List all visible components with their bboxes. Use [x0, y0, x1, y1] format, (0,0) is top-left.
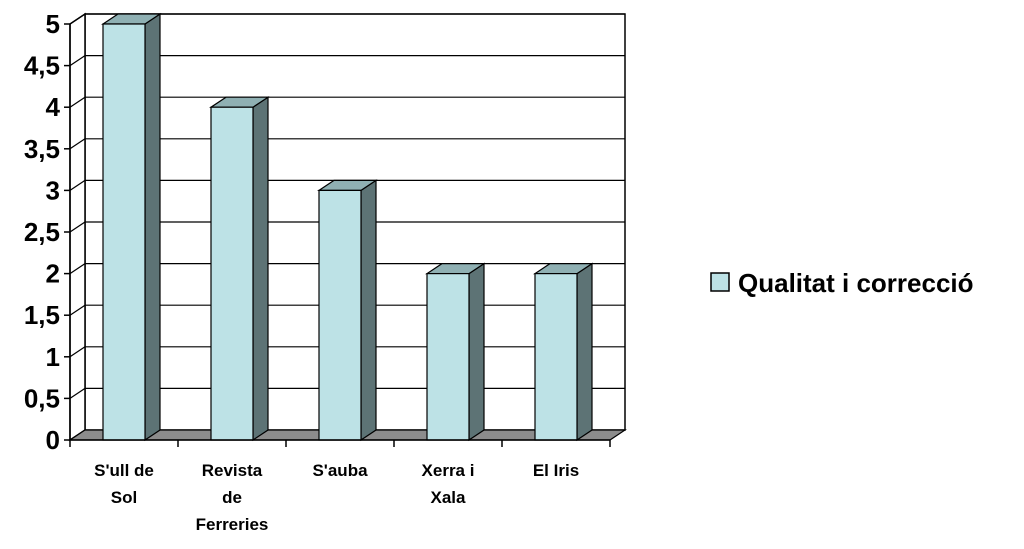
bar: [317, 179, 378, 442]
x-tick-label-line: Ferreries: [196, 515, 269, 534]
x-tick-label: S'auba: [312, 461, 368, 480]
x-tick-label-line: S'ull de: [94, 461, 154, 480]
legend-swatch: [710, 272, 730, 292]
legend: Qualitat i correcció: [710, 268, 974, 298]
bar-front: [210, 106, 254, 441]
legend-label: Qualitat i correcció: [738, 268, 974, 298]
bar-front: [426, 273, 470, 441]
gridline-side: [69, 138, 86, 150]
x-tick-label-line: El Iris: [533, 461, 579, 480]
bar: [533, 262, 594, 442]
y-tick-label: 3: [46, 175, 60, 205]
bar-side: [144, 12, 161, 442]
gridline-side: [69, 179, 86, 191]
bar: [425, 262, 486, 442]
y-tick-label: 0: [46, 425, 60, 455]
bar-side: [252, 96, 269, 442]
x-tick-label-line: Xala: [431, 488, 467, 507]
y-tick-label: 3,5: [24, 134, 60, 164]
gridline-side: [69, 346, 86, 358]
x-tick-label-line: de: [222, 488, 242, 507]
gridline-side: [69, 263, 86, 275]
x-tick-label: Revista de Ferreries: [196, 461, 269, 534]
bar-side: [468, 262, 485, 442]
bar-front: [318, 189, 362, 441]
gridline-side: [69, 55, 86, 67]
bar-side: [360, 179, 377, 442]
gridline-side: [69, 221, 86, 233]
y-tick-label: 1,5: [24, 300, 60, 330]
gridline-side: [69, 387, 86, 399]
bar-front: [534, 273, 578, 441]
x-tick-label-line: Revista: [202, 461, 263, 480]
y-tick-label: 2: [46, 259, 60, 289]
x-tick-label: El Iris: [533, 461, 579, 480]
bar-side: [576, 262, 593, 442]
x-tick-label-line: Sol: [111, 488, 137, 507]
bar-front: [102, 23, 146, 441]
x-tick-label: Xerra i Xala: [422, 461, 475, 507]
y-tick-label: 5: [46, 9, 60, 39]
bar: [209, 96, 270, 442]
x-tick-label-line: S'auba: [312, 461, 368, 480]
bars-layer: [101, 12, 594, 442]
y-tick-label: 2,5: [24, 217, 60, 247]
gridline-side: [69, 304, 86, 316]
y-tick-label: 1: [46, 342, 60, 372]
axes-layer: 0 0,5 1 1,5 2 2,5 3 3,5 4 4,5 5 S'ull de Sol Revista d…: [24, 9, 611, 534]
y-tick-label: 4: [46, 92, 61, 122]
gridline-side: [69, 96, 86, 108]
x-tick-label: S'ull de Sol: [94, 461, 154, 507]
y-tick-label: 4,5: [24, 51, 60, 81]
x-tick-label-line: Xerra i: [422, 461, 475, 480]
y-tick-label: 0,5: [24, 383, 60, 413]
bar: [101, 12, 162, 442]
gridline-side: [69, 13, 86, 25]
